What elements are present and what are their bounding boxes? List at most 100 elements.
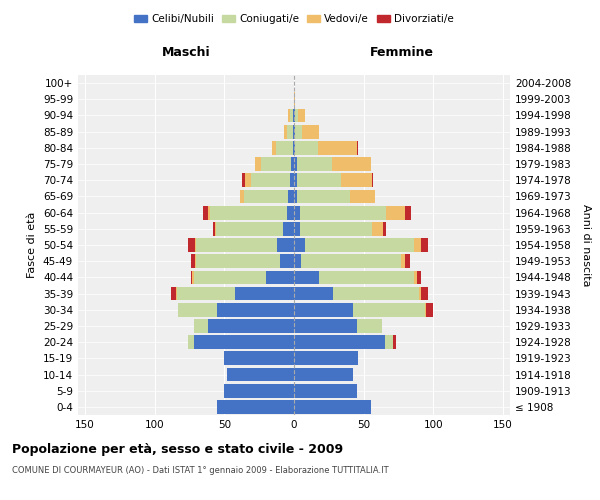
Legend: Celibi/Nubili, Coniugati/e, Vedovi/e, Divorziati/e: Celibi/Nubili, Coniugati/e, Vedovi/e, Di… bbox=[130, 10, 458, 29]
Bar bbox=[217, 303, 294, 316]
Bar bbox=[192, 270, 194, 284]
Bar bbox=[294, 222, 299, 235]
Bar bbox=[203, 206, 208, 220]
Bar bbox=[177, 286, 235, 300]
Bar bbox=[350, 190, 375, 203]
Bar bbox=[305, 238, 414, 252]
Bar bbox=[287, 125, 293, 138]
Bar bbox=[294, 270, 319, 284]
Bar bbox=[224, 352, 294, 365]
Bar bbox=[406, 206, 411, 220]
Bar bbox=[294, 368, 353, 382]
Bar bbox=[188, 238, 195, 252]
Bar bbox=[283, 222, 294, 235]
Bar bbox=[194, 319, 208, 333]
Bar bbox=[295, 141, 317, 154]
Bar bbox=[294, 254, 301, 268]
Bar bbox=[196, 238, 277, 252]
Bar bbox=[294, 141, 295, 154]
Bar bbox=[194, 336, 294, 349]
Bar bbox=[224, 384, 294, 398]
Bar bbox=[372, 222, 383, 235]
Bar bbox=[245, 174, 251, 187]
Bar bbox=[172, 286, 176, 300]
Bar bbox=[195, 238, 196, 252]
Bar bbox=[276, 141, 293, 154]
Bar bbox=[294, 352, 358, 365]
Bar bbox=[208, 206, 211, 220]
Bar bbox=[235, 286, 294, 300]
Bar bbox=[385, 336, 393, 349]
Bar bbox=[419, 286, 421, 300]
Bar bbox=[290, 108, 293, 122]
Bar bbox=[317, 141, 357, 154]
Bar bbox=[427, 303, 433, 316]
Bar bbox=[280, 254, 294, 268]
Bar bbox=[194, 270, 266, 284]
Bar bbox=[216, 222, 283, 235]
Bar bbox=[191, 270, 192, 284]
Y-axis label: Fasce di età: Fasce di età bbox=[28, 212, 37, 278]
Bar bbox=[294, 190, 297, 203]
Bar bbox=[294, 384, 357, 398]
Text: COMUNE DI COURMAYEUR (AO) - Dati ISTAT 1° gennaio 2009 - Elaborazione TUTTITALIA: COMUNE DI COURMAYEUR (AO) - Dati ISTAT 1… bbox=[12, 466, 389, 475]
Bar bbox=[215, 222, 216, 235]
Bar bbox=[289, 108, 290, 122]
Bar bbox=[421, 286, 428, 300]
Bar bbox=[294, 286, 333, 300]
Bar bbox=[297, 157, 332, 171]
Bar bbox=[176, 286, 177, 300]
Bar bbox=[414, 270, 416, 284]
Bar bbox=[393, 336, 396, 349]
Bar bbox=[401, 254, 406, 268]
Bar bbox=[333, 286, 419, 300]
Bar bbox=[294, 108, 295, 122]
Bar bbox=[242, 174, 245, 187]
Bar bbox=[294, 92, 295, 106]
Bar bbox=[414, 238, 421, 252]
Bar bbox=[291, 157, 294, 171]
Bar bbox=[294, 238, 305, 252]
Bar bbox=[425, 303, 427, 316]
Bar bbox=[319, 270, 414, 284]
Bar bbox=[208, 319, 294, 333]
Bar bbox=[211, 206, 287, 220]
Bar bbox=[195, 254, 196, 268]
Bar bbox=[295, 125, 302, 138]
Bar bbox=[295, 108, 298, 122]
Bar bbox=[294, 206, 299, 220]
Bar bbox=[294, 303, 353, 316]
Bar bbox=[284, 125, 287, 138]
Bar bbox=[272, 141, 276, 154]
Bar bbox=[294, 400, 371, 414]
Bar bbox=[357, 141, 358, 154]
Bar bbox=[239, 190, 244, 203]
Bar bbox=[294, 125, 295, 138]
Bar bbox=[290, 174, 294, 187]
Bar bbox=[251, 174, 290, 187]
Bar bbox=[213, 222, 215, 235]
Bar bbox=[178, 303, 217, 316]
Text: Popolazione per età, sesso e stato civile - 2009: Popolazione per età, sesso e stato civil… bbox=[12, 442, 343, 456]
Bar bbox=[298, 108, 305, 122]
Bar bbox=[294, 157, 297, 171]
Bar bbox=[299, 222, 372, 235]
Bar bbox=[188, 336, 194, 349]
Bar bbox=[421, 238, 428, 252]
Bar bbox=[372, 174, 373, 187]
Bar bbox=[293, 108, 294, 122]
Bar bbox=[289, 190, 294, 203]
Bar bbox=[196, 254, 280, 268]
Bar bbox=[353, 303, 425, 316]
Bar bbox=[301, 254, 401, 268]
Bar bbox=[357, 319, 382, 333]
Bar bbox=[255, 157, 260, 171]
Bar bbox=[227, 368, 294, 382]
Bar bbox=[341, 174, 372, 187]
Bar bbox=[299, 206, 386, 220]
Bar bbox=[294, 319, 357, 333]
Bar bbox=[217, 400, 294, 414]
Bar bbox=[294, 336, 385, 349]
Bar bbox=[293, 125, 294, 138]
Bar bbox=[416, 270, 421, 284]
